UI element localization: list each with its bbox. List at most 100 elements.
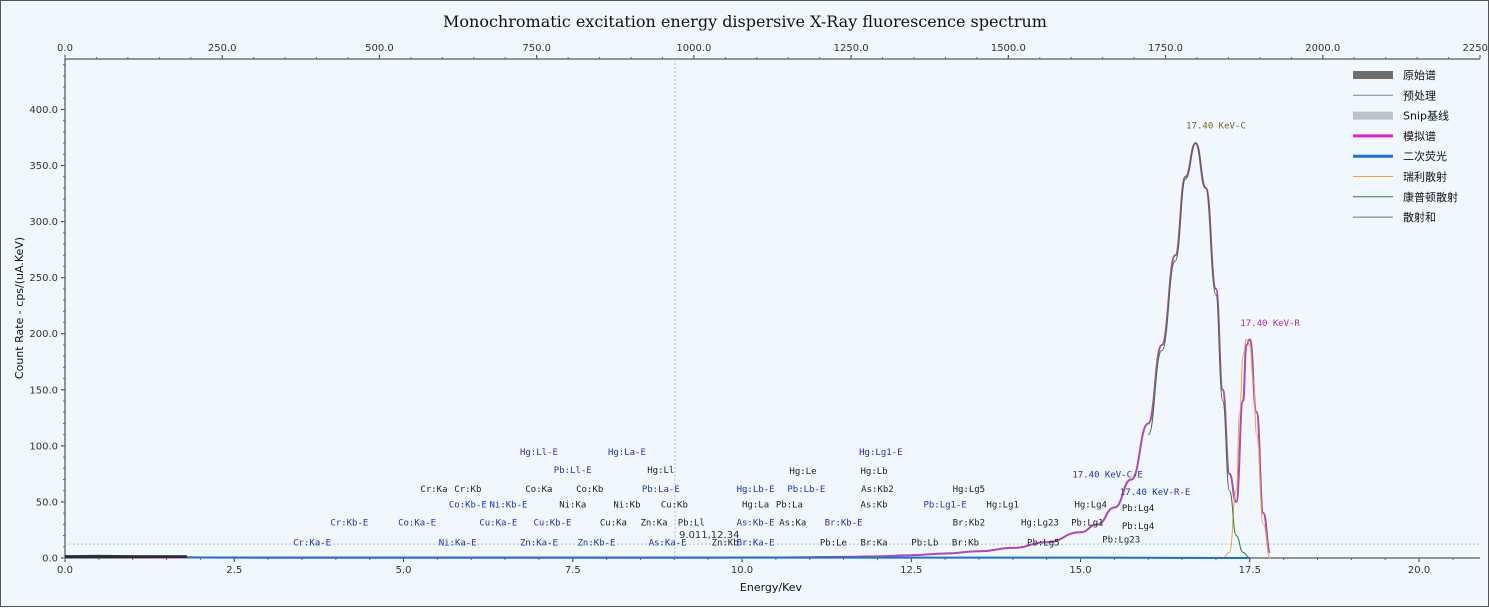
peak-annotation: Br:Ka (861, 539, 888, 549)
top-tick-label: 1250.0 (834, 43, 869, 54)
peak-annotation: Br:Ka-E (737, 539, 775, 549)
peak-annotation: Hg:Le (789, 467, 816, 477)
peak-annotation: Hg:Ll (647, 466, 674, 476)
peak-annotation: Cr:Ka (420, 485, 447, 495)
x-tick-label: 17.5 (1239, 565, 1261, 576)
peak-label: 17.40 KeV-C (1186, 122, 1246, 132)
peak-annotation: Pb:Lg1-E (923, 501, 966, 511)
legend-label: 康普顿散射 (1403, 190, 1458, 204)
legend-label: 原始谱 (1403, 68, 1436, 82)
legend-label: 预处理 (1403, 89, 1436, 102)
peak-annotation: Hg:Ll-E (520, 448, 558, 458)
y-tick-label: 150.0 (29, 385, 58, 396)
peak-annotation: Hg:Lb (861, 467, 888, 477)
peak-annotation: Pb:Ll-E (554, 466, 592, 476)
x-axis-title: Energy/Kev (740, 581, 803, 594)
peak-annotation: Pb:Lb-E (787, 485, 825, 495)
peak-annotation: Br:Kb (952, 539, 979, 549)
peak-annotation: Zn:Ka (640, 518, 667, 528)
top-tick-label: 250.0 (208, 43, 237, 54)
x-tick-label: 20.0 (1408, 565, 1430, 576)
peak-annotation: Zn:Kb (712, 539, 739, 549)
peak-annotation: Br:Kb-E (825, 518, 863, 528)
x-tick-label: 10.0 (731, 565, 753, 576)
peak-annotation: Br:Kb2 (953, 518, 986, 528)
peak-annotation: Cu:Kb-E (533, 518, 571, 528)
y-tick-label: 400.0 (29, 105, 58, 116)
peak-annotation: As:Kb2 (861, 485, 894, 495)
peak-annotation: Hg:Lg23 (1021, 518, 1059, 528)
top-tick-label: 750.0 (522, 43, 551, 54)
legend-label: 瑞利散射 (1403, 170, 1447, 184)
legend-label: Snip基线 (1403, 109, 1449, 123)
peak-annotation: Ni:Ka (559, 501, 586, 511)
peak-annotation: As:Ka (779, 518, 806, 528)
peak-annotation: 17.40 KeV-R-E (1120, 488, 1190, 498)
peak-annotation: Co:Kb-E (449, 501, 487, 511)
plot-area (65, 59, 1480, 558)
peak-annotation: Zn:Ka-E (520, 539, 558, 549)
peak-annotation: Hg:Lg4 (1074, 501, 1107, 511)
y-tick-label: 300.0 (29, 217, 58, 228)
peak-annotation: Pb:Lg5 (1027, 539, 1060, 549)
peak-annotation: Hg:Lg1 (986, 501, 1019, 511)
peak-annotation: Zn:Kb-E (578, 539, 616, 549)
peak-annotation: Pb:Lg4 (1122, 504, 1155, 514)
y-tick-label: 0.0 (42, 554, 58, 565)
top-tick-label: 2250.0 (1463, 43, 1489, 54)
top-tick-label: 2000.0 (1305, 43, 1340, 54)
y-tick-label: 200.0 (29, 329, 58, 340)
peak-annotation: As:Kb-E (737, 518, 775, 528)
peak-annotation: Ni:Ka-E (439, 539, 477, 549)
plot-background (65, 59, 1480, 558)
peak-annotation: Hg:La (742, 501, 769, 511)
peak-annotation: 17.40 KeV-C-E (1072, 470, 1142, 480)
x-tick-label: 0.0 (57, 565, 73, 576)
peak-annotation: Ni:Kb-E (489, 501, 527, 511)
peak-annotation: Cr:Kb-E (330, 518, 368, 528)
peak-annotation: Co:Ka-E (398, 518, 436, 528)
y-tick-label: 100.0 (29, 441, 58, 452)
y-tick-label: 250.0 (29, 273, 58, 284)
y-axis-ticks: 0.050.0100.0150.0200.0250.0300.0350.0400… (29, 65, 65, 565)
x-tick-label: 5.0 (396, 565, 412, 576)
x-tick-label: 7.5 (565, 565, 581, 576)
peak-label: 17.40 KeV-R (1240, 319, 1300, 329)
peak-annotation: Cr:Ka-E (293, 539, 331, 549)
peak-annotation: Cu:Kb (661, 501, 688, 511)
peak-annotation: Pb:Lg1 (1071, 518, 1104, 528)
peak-annotation: Pb:La (776, 501, 803, 511)
x-axis-ticks: 0.0 2.5 5.0 7.5 10.0 12.5 15.0 17.5 20.0 (57, 558, 1453, 576)
peak-annotation: Hg:La-E (608, 448, 646, 458)
peak-annotation: Hg:Lb-E (737, 485, 775, 495)
top-tick-label: 1500.0 (991, 43, 1026, 54)
peak-annotation: Cu:Ka-E (479, 518, 517, 528)
peak-annotation: Co:Kb (576, 485, 603, 495)
peak-annotation: Pb:Lg4 (1122, 522, 1155, 532)
top-tick-label: 1750.0 (1148, 43, 1183, 54)
peak-annotation: Cr:Kb (454, 485, 481, 495)
peak-annotation: Cu:Ka (600, 518, 627, 528)
peak-annotation: Pb:Ll (678, 518, 705, 528)
y-tick-label: 50.0 (36, 497, 58, 508)
legend-label: 模拟谱 (1403, 129, 1436, 143)
legend-label: 二次荧光 (1403, 149, 1447, 163)
top-tick-label: 0.0 (57, 43, 73, 54)
x-tick-label: 12.5 (900, 565, 922, 576)
peak-annotation: Ni:Kb (613, 501, 640, 511)
peak-annotation: Pb:Le (820, 539, 847, 549)
top-tick-label: 1000.0 (676, 43, 711, 54)
peak-annotation: Pb:La-E (642, 485, 680, 495)
raw-spectrum-base (65, 555, 187, 558)
chart-title: Monochromatic excitation energy dispersi… (443, 12, 1047, 31)
top-tick-label: 500.0 (365, 43, 394, 54)
peak-annotation: Hg:Lg1-E (859, 448, 902, 458)
y-axis-title: Count Rate - cps/(uA.KeV) (13, 237, 26, 379)
peak-annotation: Hg:Lg5 (953, 485, 986, 495)
peak-annotation: As:Ka-E (649, 539, 687, 549)
peak-annotation: Co:Ka (525, 485, 552, 495)
x-tick-label: 2.5 (226, 565, 242, 576)
x-tick-label: 15.0 (1069, 565, 1091, 576)
